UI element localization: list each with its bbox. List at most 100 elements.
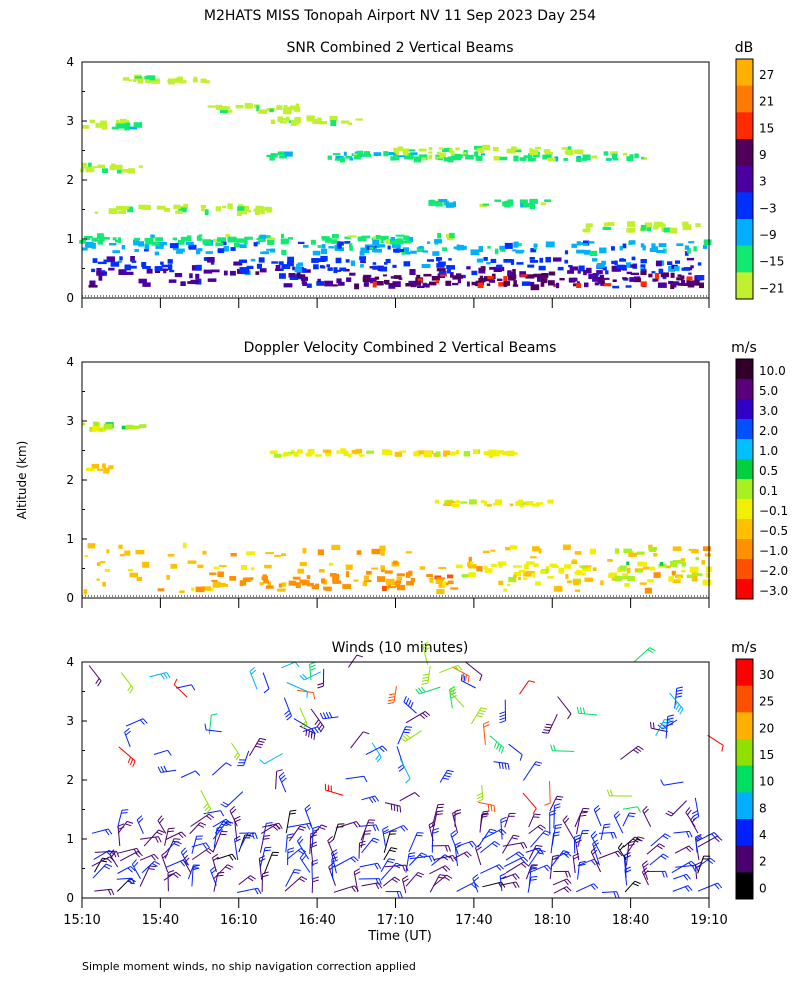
heatmap-cell	[569, 266, 579, 271]
heatmap-cell	[173, 204, 181, 210]
wind-barb-flag	[103, 865, 111, 870]
heatmap-cell	[592, 567, 597, 571]
footnote: Simple moment winds, no ship navigation …	[82, 960, 416, 973]
heatmap-cell	[448, 258, 452, 261]
wind-barb-staff	[163, 871, 177, 881]
heatmap-cell	[471, 281, 480, 286]
wind-barb-flag	[432, 827, 439, 831]
wind-barb-flag	[302, 723, 308, 729]
wind-barb-flag	[97, 680, 102, 687]
wind-barb-flag	[151, 862, 158, 867]
heatmap-cell	[217, 248, 225, 254]
wind-barb-flag	[566, 886, 572, 892]
heatmap-cell	[239, 580, 247, 586]
heatmap-cell	[544, 199, 552, 202]
heatmap-cell	[447, 156, 454, 163]
wind-barb	[361, 795, 380, 804]
heatmap-cell	[354, 283, 360, 290]
heatmap-cell	[196, 249, 201, 255]
wind-barb	[562, 815, 575, 840]
wind-barb-flag	[256, 743, 264, 746]
heatmap-cell	[512, 249, 517, 252]
heatmap-cell	[584, 249, 591, 255]
wind-barb-flag	[375, 878, 379, 885]
wind-barb-flag	[247, 876, 254, 882]
wind-barb-flag	[554, 827, 562, 829]
wind-barb	[220, 791, 244, 808]
heatmap-cell	[548, 280, 555, 286]
heatmap-cell	[586, 267, 592, 274]
wind-barb-staff	[347, 654, 358, 668]
heatmap-cell	[530, 248, 537, 253]
wind-barb-flag	[148, 868, 155, 870]
wind-barb-flag	[677, 706, 682, 713]
wind-barb-staff	[697, 882, 718, 892]
heatmap-cell	[97, 164, 105, 168]
wind-barb-staff	[574, 808, 584, 828]
heatmap-cell	[233, 261, 243, 266]
heatmap-cell	[493, 453, 500, 457]
wind-barb	[165, 831, 187, 840]
wind-barb-flag	[709, 857, 716, 863]
heatmap-cell	[155, 78, 160, 84]
wind-barb-flag	[363, 731, 370, 735]
heatmap-cell	[608, 573, 618, 578]
wind-barb-staff	[527, 849, 540, 867]
wind-barb	[230, 742, 241, 761]
wind-barb-flag	[691, 810, 698, 815]
wind-barb-flag	[650, 721, 652, 729]
heatmap-cell	[98, 275, 103, 281]
wind-barb-flag	[234, 838, 241, 843]
heatmap-cell	[577, 149, 584, 155]
wind-barb-staff	[262, 672, 270, 689]
heatmap-cell	[332, 234, 339, 239]
heatmap-cell	[373, 152, 382, 156]
heatmap-cell	[503, 281, 511, 286]
wind-barb	[551, 824, 562, 846]
wind-barb-flag	[314, 719, 320, 725]
wind-barb-flag	[129, 687, 134, 694]
heatmap-cell	[530, 284, 540, 291]
wind-barb-flag	[285, 712, 291, 718]
heatmap-cell	[397, 147, 404, 150]
wind-barb-staff	[263, 852, 274, 874]
heatmap-cell	[671, 281, 680, 286]
heatmap-cell	[607, 222, 615, 227]
wind-barb-flag	[594, 807, 601, 813]
wind-barb	[117, 865, 136, 874]
heatmap-cell	[453, 246, 459, 250]
heatmap-cell	[494, 156, 500, 161]
wind-barb-staff	[365, 745, 383, 756]
heatmap-cell	[84, 242, 94, 247]
heatmap-cell	[176, 248, 185, 253]
y-tick-label: 0	[66, 891, 74, 905]
heatmap-cell	[434, 499, 439, 504]
heatmap-cell	[567, 146, 572, 151]
colorbar-label: −0.1	[759, 504, 788, 518]
wind-barb	[574, 836, 582, 861]
wind-barb-flag	[472, 874, 479, 879]
wind-barb-flag	[695, 833, 702, 838]
heatmap-cell	[418, 148, 427, 152]
heatmap-cell	[671, 570, 676, 576]
heatmap-cell	[505, 453, 510, 456]
heatmap-cell	[330, 120, 337, 127]
heatmap-cell	[519, 157, 527, 161]
wind-barb-flag	[463, 675, 466, 683]
heatmap-cell	[438, 567, 447, 570]
heatmap-cell	[384, 279, 390, 284]
wind-barb-flag	[306, 691, 308, 698]
wind-barb-flag	[690, 860, 697, 866]
heatmap-cell	[495, 499, 501, 506]
wind-barb-staff	[120, 672, 134, 689]
wind-barb	[296, 689, 316, 699]
colorbar-swatch	[736, 659, 753, 687]
wind-barb-flag	[297, 828, 305, 831]
wind-barb-flag	[643, 863, 649, 868]
wind-barb	[200, 790, 212, 814]
wind-barb	[480, 810, 490, 827]
heatmap-cell	[103, 467, 110, 474]
wind-barb	[191, 847, 214, 861]
snr-marks	[79, 74, 712, 291]
wind-barb-flag	[637, 836, 645, 839]
